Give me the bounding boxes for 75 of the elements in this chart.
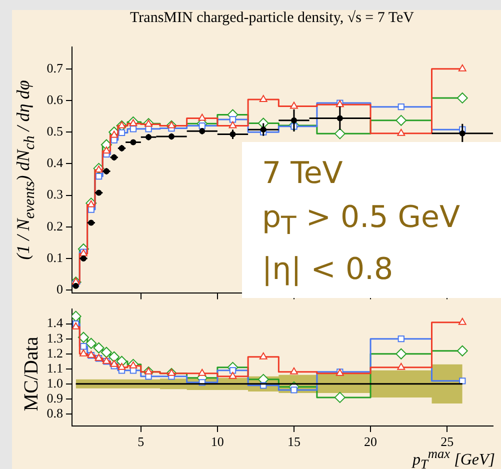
point	[334, 128, 346, 140]
point	[396, 114, 407, 126]
point	[87, 200, 96, 208]
y-tick-label: 1.1	[46, 360, 63, 376]
point	[398, 336, 404, 342]
point	[108, 351, 120, 362]
y-tick-label: 0.9	[46, 390, 63, 406]
y-tick-label: 0.7	[46, 60, 64, 76]
point	[118, 121, 126, 128]
y-tick-label: 1.0	[46, 375, 63, 390]
point	[110, 360, 118, 367]
point	[198, 122, 206, 130]
point	[118, 362, 126, 370]
point	[129, 119, 138, 126]
point	[94, 166, 103, 172]
point	[144, 120, 153, 127]
x-tick-label: 20	[364, 434, 378, 450]
point	[398, 103, 404, 110]
point	[129, 361, 138, 368]
y-tick-label: 0.5	[46, 124, 63, 139]
point	[93, 342, 104, 354]
y-axis-title: MC/Data	[20, 336, 44, 412]
point	[290, 102, 298, 109]
point	[458, 64, 466, 72]
x-tick-label: 5	[138, 434, 144, 450]
point	[459, 378, 466, 384]
point	[397, 128, 406, 136]
point	[86, 338, 97, 349]
y-tick-label: 0	[56, 281, 63, 296]
x-tick-label: 10	[210, 434, 224, 450]
y-tick-label: 0.3	[46, 186, 63, 202]
point	[458, 318, 466, 325]
point	[110, 130, 118, 138]
point	[228, 372, 237, 379]
point	[228, 121, 237, 128]
point	[95, 172, 102, 180]
x-tick-label: 15	[287, 434, 300, 450]
annotation: 7 TeV	[262, 155, 344, 193]
y-tick-label: 0.8	[46, 405, 63, 420]
annotation: p$_{T}$ > 0.5 GeV	[262, 199, 462, 242]
y-tick-label: 1.3	[46, 330, 63, 346]
point	[229, 367, 236, 374]
point	[259, 95, 268, 102]
point	[397, 362, 406, 370]
point	[456, 92, 468, 104]
point	[144, 367, 153, 374]
point	[118, 129, 126, 136]
point	[198, 114, 206, 121]
point	[168, 121, 176, 128]
point	[229, 116, 236, 123]
y-tick-label: 0.4	[46, 155, 64, 170]
point	[130, 126, 137, 132]
point	[290, 386, 298, 394]
point	[334, 392, 346, 403]
y-tick-label: 0.1	[46, 250, 63, 265]
y-tick-label: 1.2	[46, 345, 63, 360]
point	[198, 368, 206, 376]
point	[80, 343, 87, 350]
point	[259, 352, 268, 360]
y-tick-label: 0.6	[46, 92, 64, 107]
point	[396, 348, 407, 360]
annotation: |η| < 0.8	[262, 251, 394, 289]
chart-title: TransMIN charged-particle density, √s = 7 TeV	[129, 10, 415, 27]
point	[72, 282, 79, 289]
y-tick-label: 0.2	[46, 218, 63, 234]
point	[88, 206, 94, 213]
point	[145, 126, 152, 132]
point	[456, 345, 468, 356]
point	[290, 367, 298, 374]
y-tick-label: 1.4	[46, 315, 64, 330]
point	[80, 349, 88, 356]
point	[102, 146, 110, 154]
point	[78, 332, 89, 343]
point	[168, 368, 176, 376]
point	[100, 346, 112, 358]
